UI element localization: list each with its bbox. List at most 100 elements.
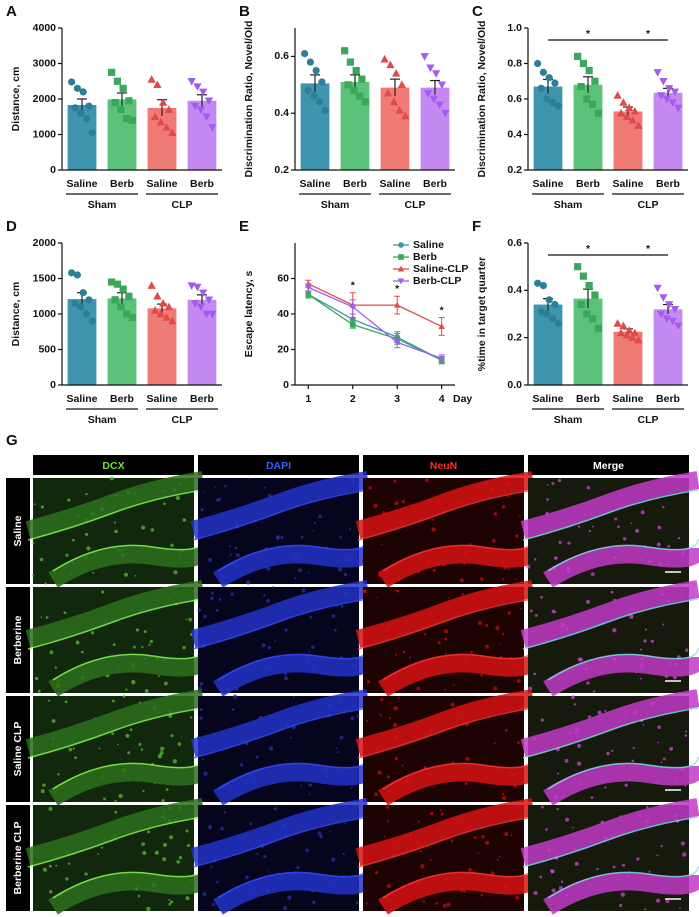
cell	[365, 902, 368, 905]
cell	[350, 786, 353, 789]
data-point	[656, 92, 666, 100]
cell	[269, 746, 274, 751]
cell	[435, 901, 438, 905]
cell	[396, 589, 400, 593]
data-point	[358, 75, 366, 83]
cell	[377, 770, 382, 775]
cell	[385, 805, 390, 809]
cell-layer	[190, 689, 370, 757]
cell	[526, 564, 531, 569]
cell-layer	[190, 798, 370, 866]
data-point	[577, 82, 585, 91]
bar	[533, 304, 563, 385]
data-point	[380, 54, 389, 63]
cell	[394, 501, 399, 506]
cell	[606, 751, 610, 756]
cell	[331, 614, 336, 618]
cell	[363, 589, 368, 594]
cell	[640, 510, 645, 515]
cell	[37, 689, 41, 693]
data-point	[438, 323, 445, 329]
cell	[610, 590, 614, 594]
cell	[657, 741, 659, 744]
cell	[662, 757, 666, 761]
panel-label: F	[472, 218, 481, 235]
cell	[266, 598, 271, 603]
cell	[134, 574, 137, 577]
cell	[621, 863, 626, 867]
cell-layer	[355, 580, 535, 648]
cell	[417, 820, 420, 823]
group-label: Sham	[88, 414, 117, 426]
data-point	[117, 303, 125, 311]
cell	[588, 529, 591, 533]
cell	[182, 645, 186, 650]
cell	[263, 486, 266, 489]
data-point	[147, 281, 156, 289]
cell	[656, 542, 661, 547]
data-point	[653, 69, 662, 77]
cell	[48, 806, 53, 811]
layer-edge	[357, 816, 534, 868]
error-bar	[77, 98, 87, 112]
cell	[98, 747, 101, 750]
cell	[499, 643, 502, 645]
cell	[216, 881, 219, 884]
x-tick-label: Berb	[343, 178, 367, 190]
cell	[553, 556, 558, 560]
cell	[299, 784, 302, 787]
micrograph	[25, 798, 212, 915]
cell	[44, 582, 47, 585]
layer-edge	[522, 598, 699, 650]
cell	[114, 810, 118, 814]
cell	[673, 675, 677, 680]
x-tick-label: Saline	[147, 393, 178, 405]
cell	[137, 894, 141, 898]
layer-edge	[522, 707, 699, 759]
column-label: NeuN	[430, 460, 457, 472]
cell-layer	[520, 689, 699, 757]
cell	[541, 805, 544, 809]
cell	[431, 518, 434, 521]
cell	[596, 867, 599, 871]
cell	[201, 758, 204, 761]
cell	[34, 676, 39, 681]
cell	[33, 503, 36, 506]
series-line	[308, 293, 442, 361]
data-point	[401, 111, 410, 120]
layer-edge	[52, 647, 204, 681]
x-tick-label: Saline	[67, 178, 98, 190]
cell	[493, 686, 498, 691]
cell	[624, 783, 628, 787]
cell	[380, 698, 384, 702]
data-point	[543, 95, 551, 103]
bar	[67, 299, 97, 385]
panel-label: C	[472, 3, 483, 20]
cell-layer	[355, 798, 535, 866]
cell	[680, 841, 685, 846]
cell	[450, 839, 454, 843]
x-tick-label: Berb	[190, 178, 214, 190]
cell	[501, 792, 505, 796]
cell	[138, 742, 142, 746]
cell	[368, 486, 372, 490]
data-point	[83, 114, 91, 123]
cell	[42, 783, 46, 787]
significance-label: *	[646, 243, 651, 255]
y-tick-label: 0.8	[507, 57, 522, 69]
cell	[45, 616, 49, 619]
data-point	[77, 303, 85, 311]
data-point	[628, 115, 637, 124]
cell	[313, 521, 316, 524]
data-point	[123, 114, 131, 123]
cell	[564, 758, 569, 763]
cell	[143, 630, 147, 634]
data-point	[577, 300, 585, 309]
cell	[375, 596, 378, 599]
cell	[557, 478, 562, 483]
cell	[68, 747, 73, 752]
cell	[614, 517, 618, 521]
cell	[567, 541, 571, 545]
legend-label: Berb-CLP	[413, 275, 461, 287]
data-point	[85, 296, 93, 304]
